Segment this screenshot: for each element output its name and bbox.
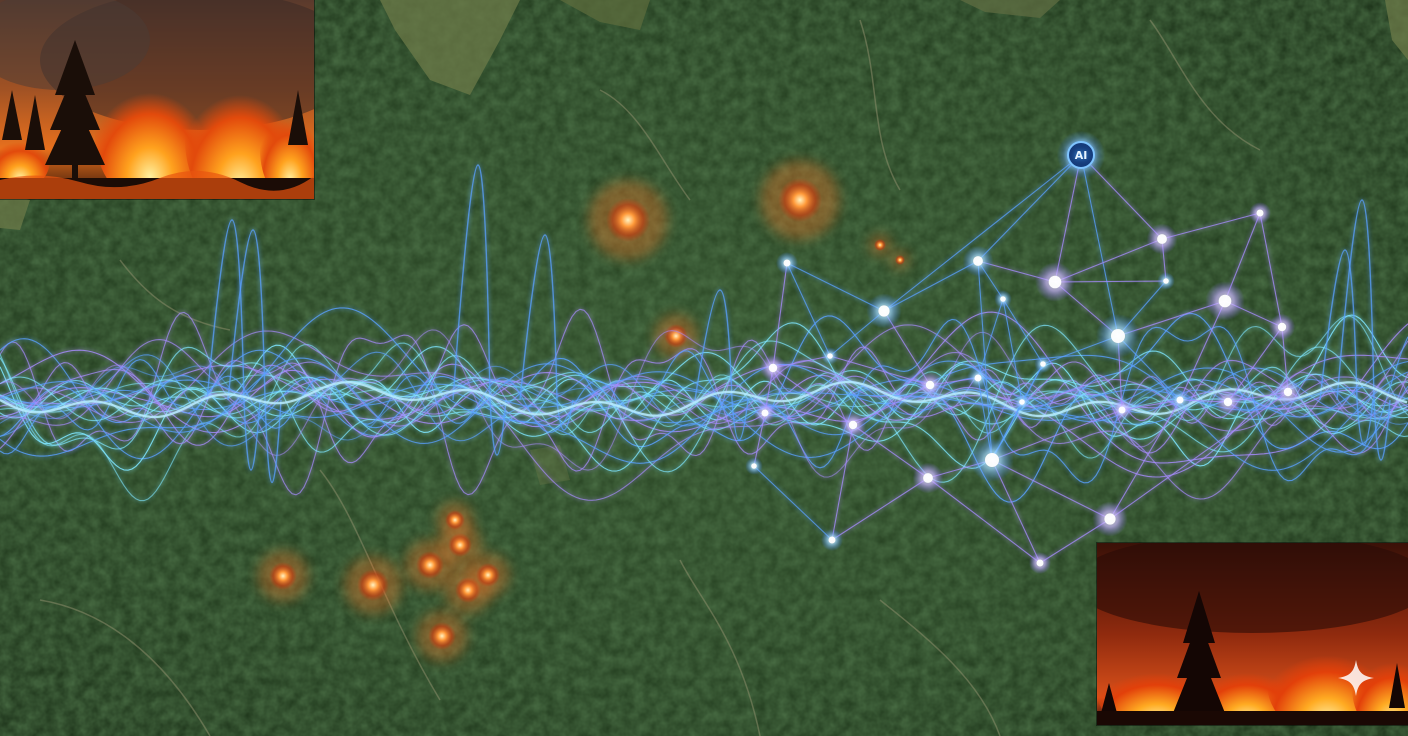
tree-icon xyxy=(2,40,308,190)
sparkle-icon xyxy=(1338,660,1374,696)
wildfire-photo-top xyxy=(0,0,314,199)
forest-tracks xyxy=(39,19,1261,736)
tree-icon xyxy=(1101,591,1405,723)
neural-network-graph xyxy=(745,130,1302,574)
clearings xyxy=(0,0,1408,485)
hotspot-embers xyxy=(257,160,909,662)
ai-node-icon: AI xyxy=(1074,148,1088,162)
